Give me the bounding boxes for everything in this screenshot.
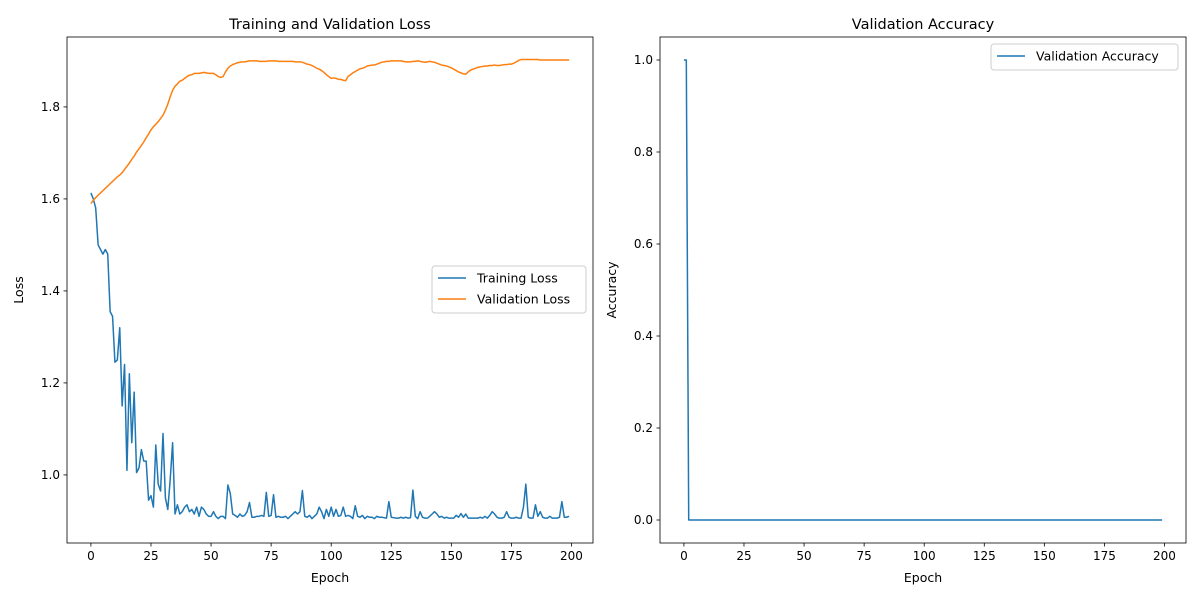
y-tick-label: 1.8 xyxy=(41,100,60,114)
x-tick-label: 75 xyxy=(263,549,278,563)
y-tick-label: 0.4 xyxy=(634,329,653,343)
x-tick-label: 50 xyxy=(796,549,811,563)
x-tick-label: 125 xyxy=(380,549,403,563)
x-tick-label: 75 xyxy=(856,549,871,563)
x-axis-label: Epoch xyxy=(311,570,349,585)
x-tick-label: 200 xyxy=(560,549,583,563)
legend-box xyxy=(990,43,1179,71)
x-tick-label: 100 xyxy=(913,549,936,563)
y-tick-label: 1.0 xyxy=(634,53,653,67)
legend: Training Loss Validation Loss xyxy=(431,265,587,314)
x-tick-label: 200 xyxy=(1153,549,1176,563)
legend-label: Validation Loss xyxy=(477,292,570,307)
axes-frame xyxy=(66,36,594,544)
y-tick-label: 0.6 xyxy=(634,237,653,251)
chart-1: 0 25 50 75 100 125 150 175 200 1.0 1.2 1.4 1.6 1.8 Tra… xyxy=(11,17,594,585)
series-line-training-loss xyxy=(90,192,570,520)
y-tick-label: 1.6 xyxy=(41,192,60,206)
x-tick-label: 125 xyxy=(973,549,996,563)
x-tick-label: 0 xyxy=(87,549,95,563)
x-tick-label: 100 xyxy=(320,549,343,563)
chart-2: 0 25 50 75 100 125 150 175 200 0.0 0.2 0.4 0.6 0.8 1.0… xyxy=(604,17,1187,585)
x-tick-label: 150 xyxy=(1033,549,1056,563)
x-tick-label: 0 xyxy=(680,549,688,563)
x-tick-label: 150 xyxy=(440,549,463,563)
y-axis-label: Accuracy xyxy=(604,261,619,319)
y-tick-label: 0.2 xyxy=(634,421,653,435)
legend-label: Validation Accuracy xyxy=(1036,49,1159,64)
y-tick-label: 0.0 xyxy=(634,513,653,527)
axes-frame xyxy=(659,36,1187,544)
x-tick-label: 175 xyxy=(1093,549,1116,563)
y-tick-label: 1.2 xyxy=(41,376,60,390)
x-axis-label: Epoch xyxy=(904,570,942,585)
legend-box xyxy=(431,265,587,314)
x-tick-label: 175 xyxy=(500,549,523,563)
chart-title: Validation Accuracy xyxy=(852,17,995,33)
legend-label: Training Loss xyxy=(476,271,558,286)
x-tick-label: 50 xyxy=(203,549,218,563)
y-tick-label: 1.4 xyxy=(41,284,60,298)
y-tick-label: 0.8 xyxy=(634,145,653,159)
legend: Validation Accuracy xyxy=(990,43,1179,71)
chart-title: Training and Validation Loss xyxy=(228,17,431,33)
x-tick-label: 25 xyxy=(736,549,751,563)
series-line-validation-accuracy xyxy=(683,59,1163,521)
series-line-validation-loss xyxy=(90,58,570,204)
y-axis-label: Loss xyxy=(11,276,26,303)
x-tick-label: 25 xyxy=(143,549,158,563)
y-tick-label: 1.0 xyxy=(41,468,60,482)
